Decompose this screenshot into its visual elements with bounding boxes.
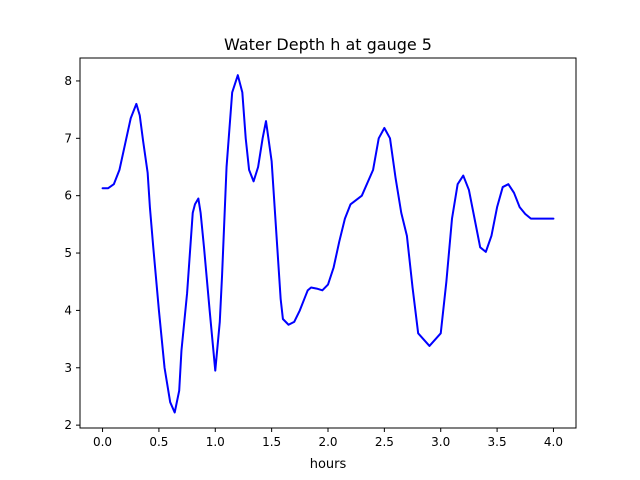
x-axis-label: hours	[310, 457, 347, 472]
x-tick-label: 4.0	[544, 435, 563, 449]
x-tick-label: 3.5	[488, 435, 507, 449]
y-tick-label: 2	[64, 418, 72, 432]
x-tick-label: 2.0	[318, 435, 337, 449]
y-tick-label: 6	[64, 189, 72, 203]
x-tick-label: 3.0	[431, 435, 450, 449]
axes-frame	[79, 57, 577, 429]
x-tick-label: 0.5	[149, 435, 168, 449]
plot-area	[101, 74, 555, 414]
x-tick-label: 1.0	[206, 435, 225, 449]
axis-ticks: 0.0 0.5 1.0 1.5 2.0 2.5 3.0 3.5 4.0 2 3 4 5 6 7 8	[64, 74, 563, 449]
x-tick-label: 1.5	[262, 435, 281, 449]
series-line-0	[101, 74, 555, 414]
x-tick-label: 2.5	[375, 435, 394, 449]
x-tick-label: 0.0	[93, 435, 112, 449]
y-tick-label: 5	[64, 246, 72, 260]
chart-title: Water Depth h at gauge 5	[224, 35, 432, 54]
y-tick-label: 3	[64, 361, 72, 375]
y-tick-label: 7	[64, 131, 72, 145]
y-tick-label: 4	[64, 303, 72, 317]
y-tick-label: 8	[64, 74, 72, 88]
